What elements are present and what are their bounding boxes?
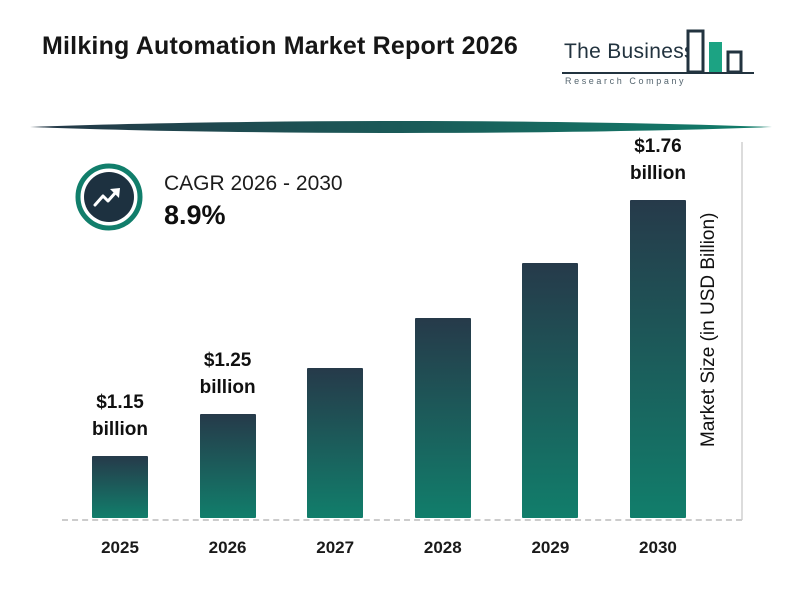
logo-name-text: The Business — [564, 40, 695, 63]
cagr-label: CAGR 2026 - 2030 — [164, 172, 343, 195]
right-axis-line — [741, 142, 743, 520]
logo-underline — [562, 72, 754, 74]
bar — [522, 263, 579, 518]
bar-value-label: $1.25 billion — [199, 349, 256, 399]
bar-group: 2028 — [411, 306, 475, 560]
divider — [2, 121, 798, 133]
page-title: Milking Automation Market Report 2026 — [42, 32, 518, 60]
bar — [414, 318, 471, 518]
cagr-value: 8.9% — [164, 200, 226, 230]
bar-group: $1.76 billion 2030 — [626, 133, 690, 560]
bar — [199, 414, 256, 518]
company-logo: The Business Research Company — [562, 26, 758, 112]
logo-bar-chart-icon — [686, 29, 743, 74]
logo-subtitle-text: Research Company — [565, 76, 687, 86]
x-axis-tick-label: 2029 — [531, 538, 570, 557]
bar-value-label: $1.76 billion — [630, 135, 686, 185]
bar — [629, 200, 686, 518]
bar-value-label: $1.15 billion — [92, 391, 148, 441]
x-axis-tick-label: 2030 — [639, 538, 677, 557]
bar-chart: $1.15 billion 2025 $1.25 billion 2026 2027 2028… — [88, 120, 690, 560]
x-axis-tick-label: 2028 — [423, 538, 462, 557]
bar-group: $1.15 billion 2025 — [88, 389, 152, 560]
x-axis-tick-label: 2025 — [101, 538, 139, 557]
x-axis-tick-label: 2027 — [316, 538, 355, 557]
growth-trend-icon — [75, 163, 143, 231]
bar — [92, 456, 148, 518]
bar — [307, 368, 364, 518]
bar-group: 2027 — [303, 356, 367, 560]
bar-group: $1.25 billion 2026 — [196, 347, 260, 560]
bar-group: 2029 — [518, 251, 582, 560]
x-axis-baseline — [62, 519, 742, 521]
y-axis-label: Market Size (in USD Billion) — [698, 212, 719, 448]
x-axis-tick-label: 2026 — [208, 538, 247, 557]
